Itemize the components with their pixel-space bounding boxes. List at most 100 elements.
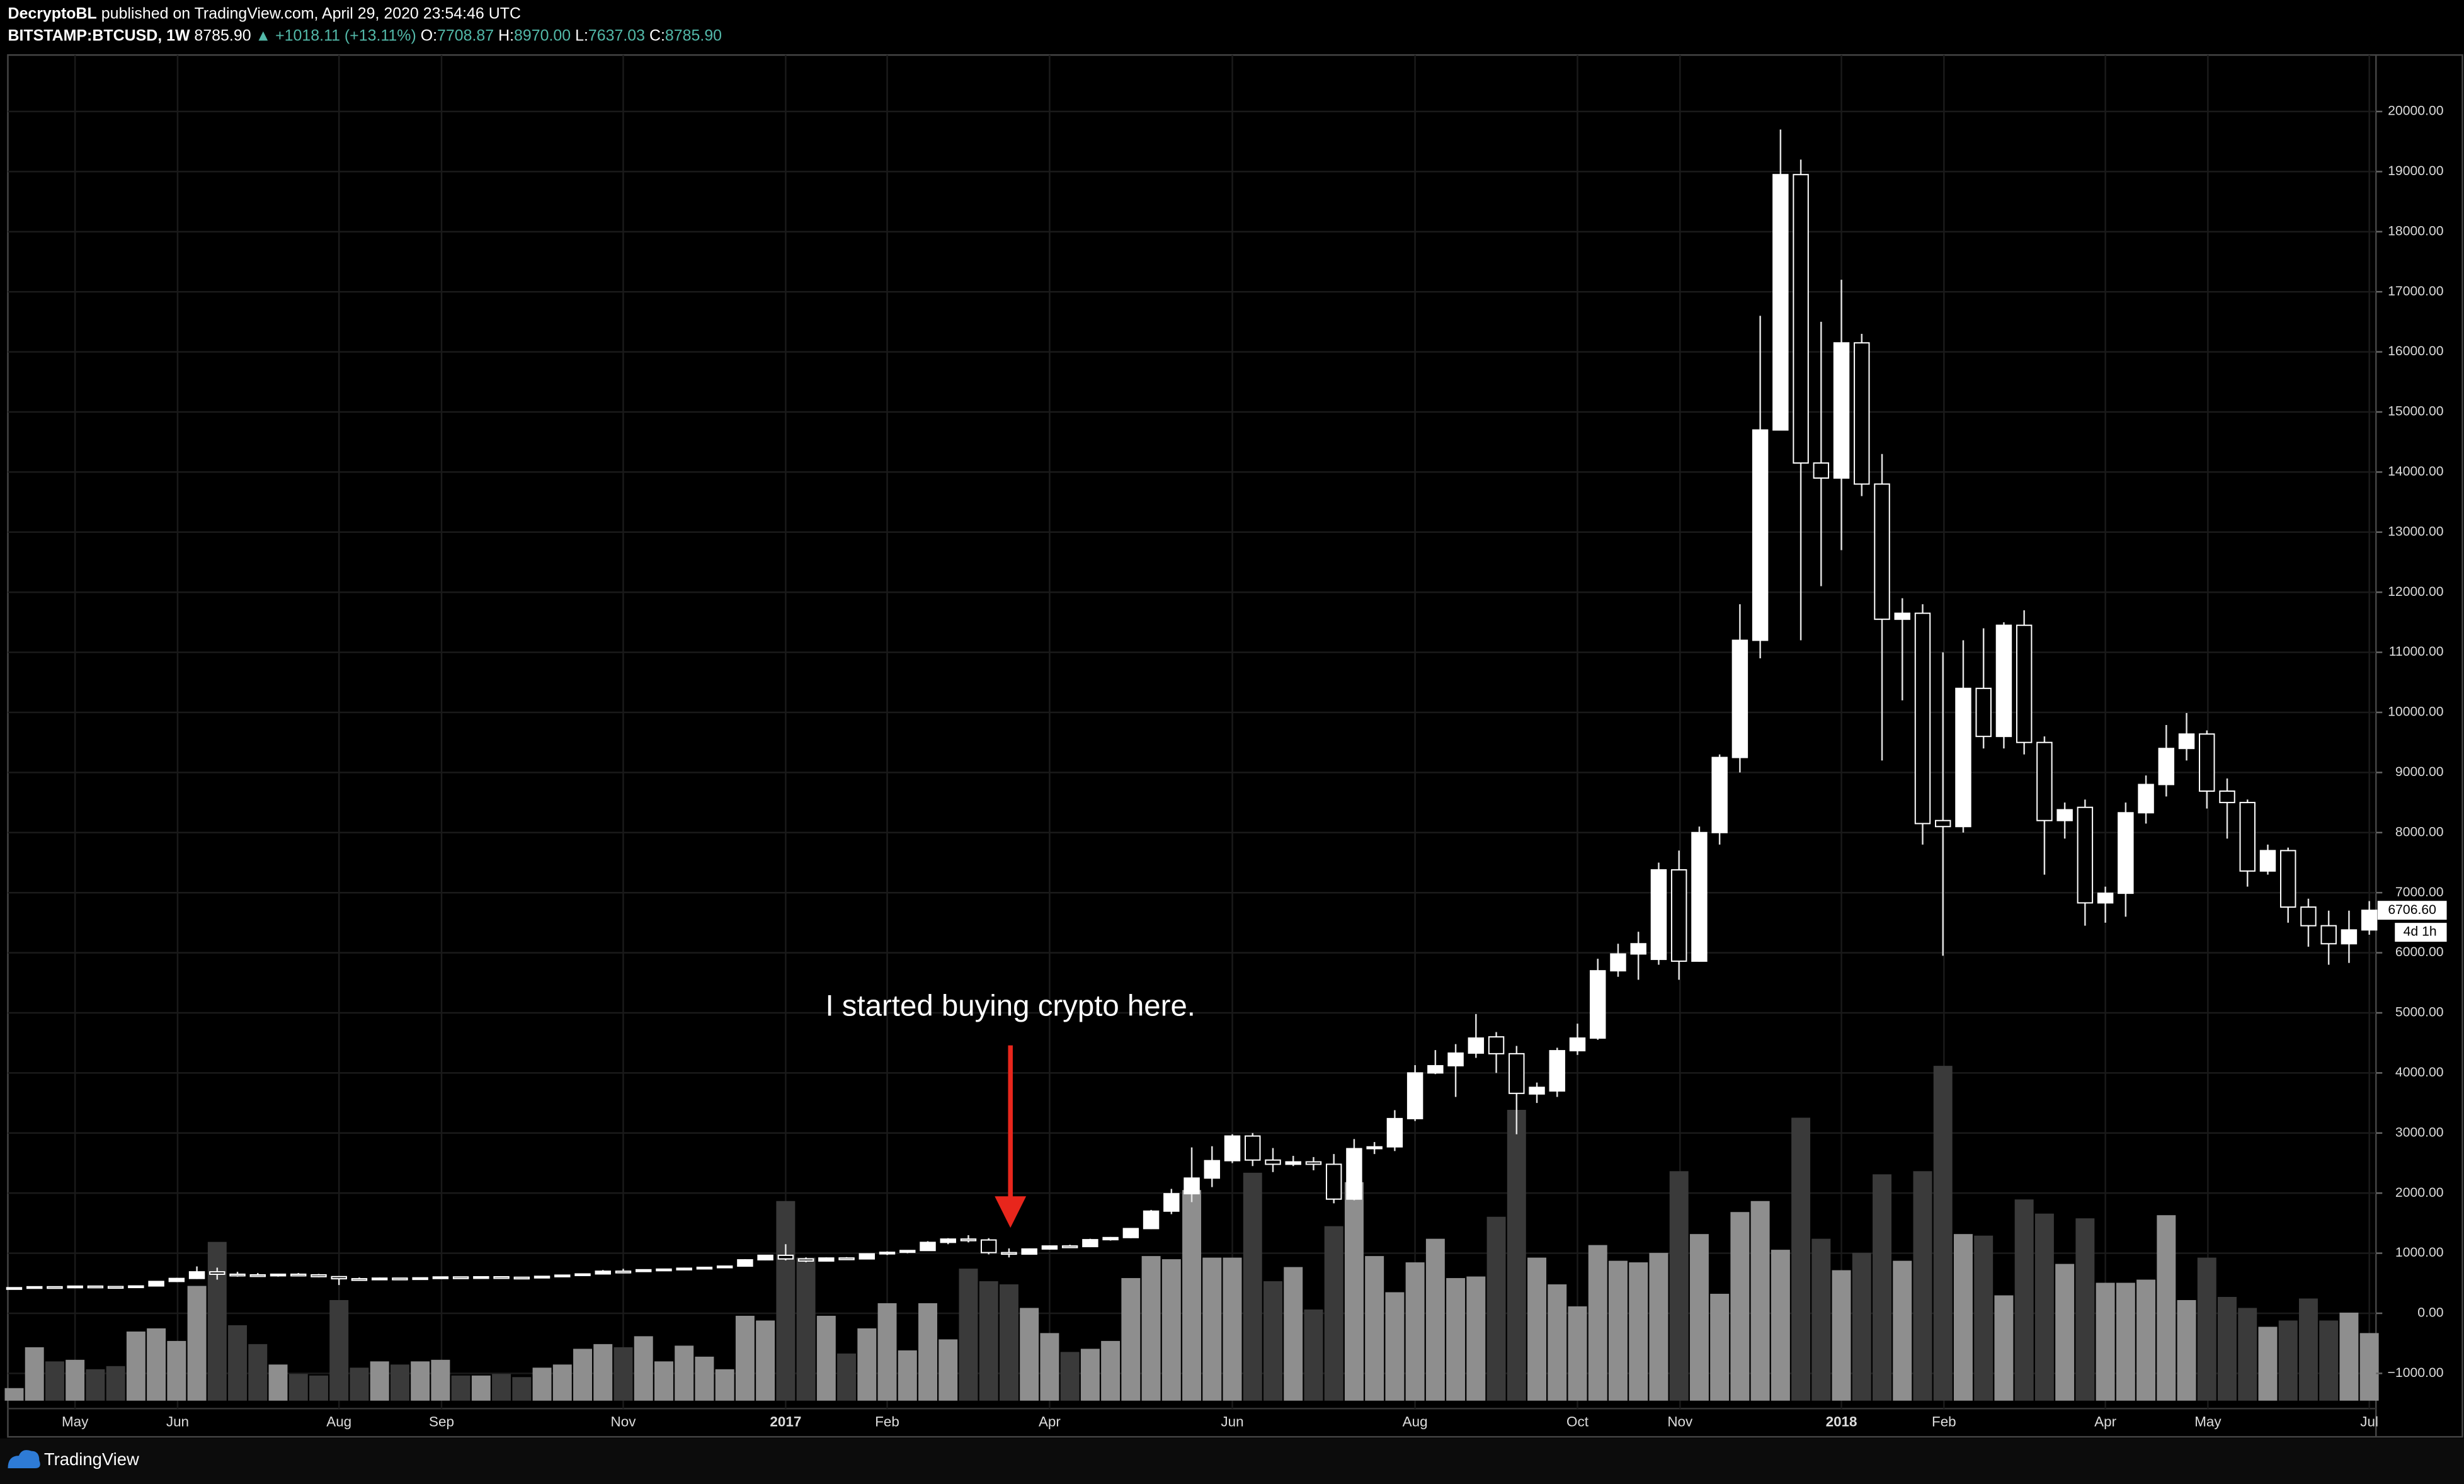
candle-body	[493, 1276, 510, 1279]
volume-bar	[1365, 1256, 1384, 1401]
candle-body	[1001, 1252, 1017, 1255]
volume-bar	[2278, 1320, 2298, 1401]
last-price-box	[2377, 901, 2447, 920]
volume-bar	[1182, 1190, 1202, 1401]
volume-bar	[898, 1350, 917, 1401]
symbol: BITSTAMP:BTCUSD, 1W	[8, 26, 190, 44]
volume-bar	[268, 1364, 288, 1401]
candle-body	[1346, 1148, 1362, 1200]
candle-body	[2341, 929, 2358, 945]
countdown: 4d 1h	[2404, 925, 2437, 939]
volume-bar	[2096, 1282, 2115, 1401]
candle-body	[1914, 612, 1931, 825]
volume-bar	[1161, 1259, 1181, 1401]
y-tick-label: 14000.00	[2388, 464, 2443, 479]
candle-body	[2118, 812, 2134, 894]
volume-bar	[207, 1241, 227, 1401]
candle-body	[554, 1274, 571, 1277]
candle-body	[1082, 1239, 1098, 1248]
x-tick-label: Feb	[875, 1414, 899, 1430]
candle-body	[1488, 1036, 1505, 1054]
candle-body	[432, 1276, 449, 1279]
x-tick-label: Feb	[1932, 1414, 1956, 1430]
candle-body	[615, 1270, 632, 1274]
candle-body	[26, 1286, 43, 1289]
brand[interactable]: TradingView	[44, 1449, 139, 1469]
candle-body	[1184, 1177, 1200, 1195]
candle-body	[1854, 342, 1870, 485]
candle-body	[209, 1271, 225, 1275]
candle-body	[737, 1259, 753, 1267]
volume-bar	[1913, 1171, 1932, 1401]
volume-bar	[86, 1369, 105, 1401]
candle-body	[2259, 850, 2276, 872]
symbol-line: BITSTAMP:BTCUSD, 1W 8785.90 ▲ +1018.11 (…	[8, 26, 722, 44]
volume-bar	[2034, 1213, 2054, 1401]
y-tick-label: 2000.00	[2395, 1185, 2444, 1200]
candle-body	[2279, 850, 2296, 908]
x-tick-label: Jun	[166, 1414, 189, 1430]
volume-bar	[1873, 1174, 1891, 1401]
volume-bar	[1284, 1267, 1303, 1401]
volume-bar	[573, 1349, 592, 1401]
candle-body	[716, 1265, 733, 1269]
volume-bar	[2197, 1257, 2216, 1401]
candle-body	[1305, 1161, 1322, 1165]
candle-body	[2361, 910, 2378, 931]
x-tick-label: Jun	[1221, 1414, 1243, 1430]
candle-body	[2077, 806, 2094, 904]
volume-bar	[756, 1320, 775, 1401]
volume-bar	[1385, 1292, 1405, 1401]
candle-body	[1061, 1245, 1078, 1248]
candle-body	[980, 1239, 997, 1253]
y-tick-label: 13000.00	[2388, 524, 2443, 539]
y-tick-label: 18000.00	[2388, 224, 2443, 238]
volume-bar	[1852, 1253, 1871, 1401]
volume-bar	[1080, 1349, 1100, 1401]
volume-bar	[837, 1353, 857, 1401]
axes: −1000.00 0.00 1000.00 2000.00 3000.00 4000.00…	[62, 104, 2447, 1430]
candle-body	[818, 1257, 835, 1262]
candle-body	[2239, 802, 2256, 872]
candle-body	[1691, 831, 1708, 962]
x-tick-label: May	[62, 1414, 89, 1430]
volume-bar	[1771, 1250, 1790, 1401]
annotation: I started buying crypto here.	[825, 989, 1195, 1022]
grid	[8, 55, 2376, 1409]
candle-body	[270, 1273, 287, 1277]
candle-body	[2300, 906, 2317, 927]
volume-bar	[1060, 1352, 1080, 1401]
last: 8785.90	[194, 26, 251, 44]
candle-body	[513, 1276, 530, 1280]
volume-bar	[715, 1369, 734, 1401]
brand-logo[interactable]	[8, 1450, 40, 1469]
y-tick-label: 10000.00	[2388, 705, 2443, 719]
volume-bar	[776, 1201, 796, 1401]
volume-bar	[1486, 1216, 1506, 1401]
y-tick-label: 9000.00	[2395, 765, 2444, 779]
y-tick-label: 15000.00	[2388, 404, 2443, 419]
candle-body	[67, 1285, 83, 1289]
x-tick-label: Sep	[429, 1414, 454, 1430]
volume-bar	[857, 1328, 877, 1401]
candle-body	[1468, 1037, 1485, 1054]
candle-body	[452, 1276, 469, 1279]
candle-body	[371, 1277, 388, 1281]
volume-bar	[1243, 1172, 1262, 1401]
volume-bar	[370, 1361, 389, 1401]
candle-body	[838, 1257, 855, 1260]
candle-body	[696, 1266, 713, 1270]
volume-bar	[4, 1388, 24, 1401]
ohlc-value: 8970.00	[514, 26, 571, 44]
candle-body	[1509, 1053, 1525, 1094]
volume-bar	[1223, 1257, 1242, 1401]
candle-body	[1630, 943, 1646, 955]
candle-body	[899, 1250, 916, 1253]
x-tick-label: May	[2194, 1414, 2222, 1430]
y-tick-label: 3000.00	[2395, 1125, 2444, 1139]
volume-bar	[654, 1361, 673, 1401]
volume-bar	[167, 1340, 186, 1401]
candle-body	[311, 1274, 327, 1277]
candle-body	[1204, 1160, 1221, 1179]
